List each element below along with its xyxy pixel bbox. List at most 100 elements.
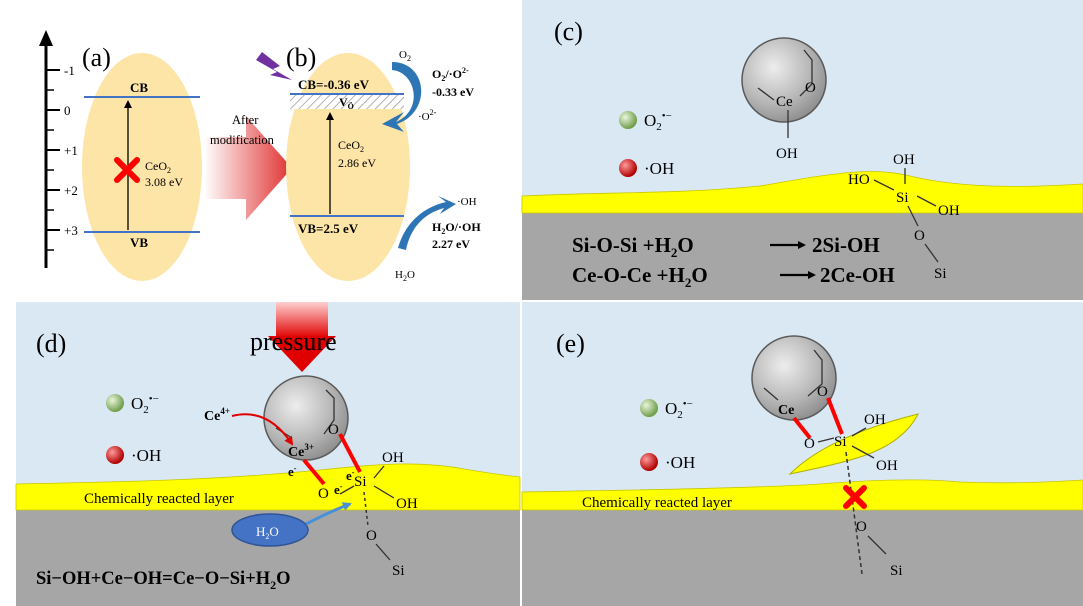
water-release-arrow [305, 502, 352, 526]
electron-1: e- [288, 464, 297, 479]
particle-bonds [763, 349, 823, 401]
ce-atom: Ce [778, 403, 794, 418]
superoxide-legend-ball [640, 399, 658, 417]
hydroxyl-legend-text: ·OH [665, 453, 695, 472]
panel-d: Chemically reacted layer (d) pressure O2… [15, 302, 521, 606]
equation-ce: Ce-O-Ce +H2O [572, 263, 708, 290]
si-oh-top: OH [893, 152, 915, 168]
oh-radical-label: ·OH [457, 196, 477, 208]
bandgap-name-b: CeO2 [338, 138, 364, 154]
si-ho-left: HO [848, 172, 870, 188]
detached-flake [788, 413, 919, 475]
tick-label: +2 [64, 183, 78, 198]
superoxide-legend-ball [619, 111, 637, 129]
ceria-particle [741, 37, 827, 123]
substrate-c [522, 213, 1083, 300]
o-left-atom: O [318, 486, 329, 502]
vb-label-b: VB=2.5 eV [298, 221, 359, 236]
band-ellipse-a [82, 53, 202, 281]
equation-si: Si-O-Si +H2O [572, 233, 694, 260]
ce-o-bond-red [792, 416, 812, 440]
hydroxyl-legend-ball [619, 159, 637, 177]
pressure-arrow [268, 302, 336, 372]
lightning-icon [256, 52, 292, 80]
panel-c: (c) O2•− ·OH Ce O OH OH HO Si OH O Si Si… [521, 0, 1083, 300]
water-label: H2O [256, 524, 279, 541]
panel-label-e: (e) [556, 329, 585, 358]
ce-atom: Ce [776, 94, 793, 110]
si-bottom: Si [890, 563, 903, 579]
panel-label-a: (a) [82, 43, 111, 72]
blocked-cross-icon [114, 157, 140, 183]
bandgap-name-a: CeO2 [145, 159, 171, 175]
reduction-arrow [231, 413, 294, 446]
oh-right: OH [396, 496, 418, 512]
si-oh-right: OH [938, 203, 960, 219]
si-bottom: Si [392, 563, 405, 579]
si-o-bottom: O [914, 228, 925, 244]
o2-label: O2 [399, 49, 411, 63]
arrow-text-line2: modification [210, 133, 275, 147]
oxidation-curve-arrow [398, 196, 456, 250]
tick-label: -1 [64, 63, 75, 78]
o-si-bond-red [338, 433, 362, 473]
ce4-label: Ce4+ [204, 406, 230, 424]
electron-3: e- [346, 468, 355, 483]
o-bottom: O [856, 519, 867, 535]
panel-e: Chemically reacted layer (e) O2•− ·OH Ce… [521, 302, 1083, 606]
vacancy-label: VÖ [339, 95, 354, 111]
modification-arrow [204, 116, 292, 220]
hydroxyl-legend-ball [640, 453, 658, 471]
electron-2: e- [334, 482, 343, 497]
reduction-curve-arrow [382, 62, 422, 132]
layer-label-d: Chemically reacted layer [84, 491, 234, 507]
equation-ce-product: 2Ce-OH [820, 263, 895, 287]
vb-label-a: VB [130, 235, 148, 250]
panel-band-diagram: -1 0 +1 +2 +3 (a) CB VB CeO2 3.08 eV Aft… [39, 30, 481, 283]
superoxide-label: ·O2- [418, 108, 437, 123]
equation-si-product: 2Si-OH [812, 233, 880, 257]
tick-label: +3 [64, 223, 78, 238]
arrow-text-line1: After [232, 113, 259, 127]
h2o-label: H2O [395, 269, 415, 283]
h2o-potential: 2.27 eV [432, 237, 470, 251]
o-atom: O [805, 80, 816, 96]
reacted-layer-c [521, 171, 1083, 214]
panel-label-c: (c) [554, 17, 583, 46]
o-si-bond-red [826, 397, 844, 435]
bandgap-value-b: 2.86 eV [338, 156, 376, 170]
hydroxyl-legend-text: ·OH [131, 446, 161, 465]
o-atom: O [817, 384, 828, 400]
cb-label-a: CB [130, 80, 148, 95]
panel-label-b: (b) [286, 43, 316, 72]
water-droplet [231, 513, 309, 547]
hydroxyl-legend-text: ·OH [644, 159, 674, 178]
superoxide-legend-ball [106, 394, 124, 412]
si-atom: Si [354, 474, 367, 490]
condensation-equation: Si−OH+Ce−OH=Ce−O−Si+H2O [36, 569, 291, 592]
o-left-atom: O [804, 436, 815, 452]
potential-axis: -1 0 +1 +2 +3 [39, 30, 78, 268]
ce-o-bond-red [302, 458, 326, 486]
band-ellipse-b [286, 53, 410, 281]
si-atom: Si [896, 190, 909, 206]
particle-bonds [757, 49, 813, 101]
substrate-e [522, 510, 1083, 606]
oh-top: OH [382, 450, 404, 466]
ce3-atom: Ce3+ [288, 442, 314, 460]
o2-potential: -0.33 eV [432, 85, 474, 99]
ce-oh-group: OH [776, 146, 798, 162]
o2-couple-label: O2/·O2- [432, 66, 469, 83]
superoxide-legend-text: O2•− [665, 398, 693, 421]
oxygen-vacancy-band [290, 94, 404, 109]
hydroxyl-legend-ball [106, 446, 124, 464]
layer-label-e: Chemically reacted layer [582, 495, 732, 511]
tick-label: +1 [64, 143, 78, 158]
bandgap-value-a: 3.08 eV [145, 175, 183, 189]
silanol-group-c: OH HO Si OH O Si [848, 152, 960, 282]
si-atom: Si [834, 434, 847, 450]
superoxide-legend-text: O2•− [131, 393, 159, 416]
bond-break-cross-icon [843, 485, 867, 509]
reacted-layer-e [521, 479, 1083, 511]
